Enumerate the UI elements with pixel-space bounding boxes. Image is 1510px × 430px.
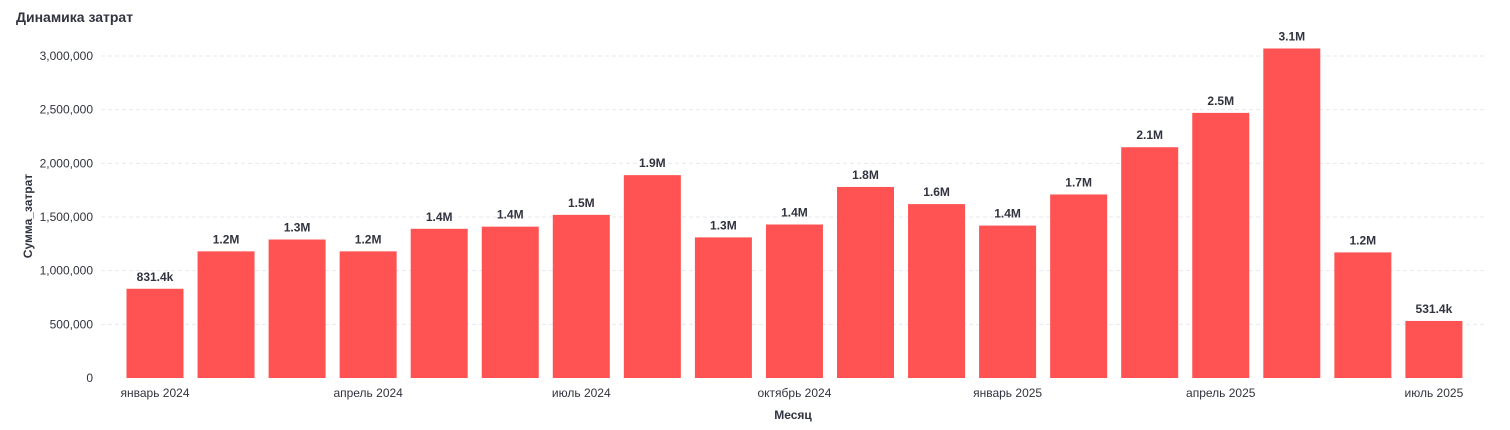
bars — [126, 48, 1463, 379]
bar[interactable] — [979, 225, 1037, 378]
y-tick-label: 2,000,000 — [40, 156, 94, 170]
data-label: 1.4M — [497, 208, 524, 222]
bar[interactable] — [1050, 194, 1108, 378]
data-label: 1.2M — [355, 232, 382, 246]
bar[interactable] — [837, 186, 894, 378]
data-label: 1.4M — [781, 206, 808, 220]
y-axis-title: Сумма_затрат — [21, 174, 35, 258]
y-tick-label: 0 — [86, 371, 93, 385]
x-tick-label: июль 2025 — [1405, 386, 1464, 400]
bar[interactable] — [410, 228, 468, 378]
bar[interactable] — [1405, 320, 1463, 378]
x-tick-label: октябрь 2024 — [758, 386, 832, 400]
y-tick-label: 2,500,000 — [40, 103, 94, 117]
bar[interactable] — [197, 251, 255, 378]
data-label: 1.3M — [710, 218, 737, 232]
bar[interactable] — [126, 288, 184, 378]
data-label: 531.4k — [1416, 302, 1453, 316]
data-label: 2.1M — [1136, 128, 1163, 142]
bar[interactable] — [623, 175, 681, 378]
x-axis-title: Месяц — [774, 408, 812, 422]
data-label: 1.3M — [284, 221, 311, 235]
bar[interactable] — [1192, 112, 1250, 379]
x-axis-ticks: январь 2024 апрель 2024 июль 2024 октябрь 2… — [121, 386, 1464, 400]
bar[interactable] — [1263, 48, 1321, 379]
bar[interactable] — [268, 239, 326, 378]
x-tick-label: январь 2025 — [973, 386, 1042, 400]
bar[interactable] — [765, 224, 823, 378]
data-label: 1.2M — [1350, 233, 1377, 247]
data-label: 1.2M — [213, 232, 240, 246]
x-tick-label: апрель 2024 — [333, 386, 403, 400]
x-tick-label: январь 2024 — [121, 386, 190, 400]
x-tick-label: апрель 2025 — [1186, 386, 1256, 400]
data-label: 1.6M — [923, 185, 950, 199]
bar[interactable] — [339, 251, 397, 378]
bar[interactable] — [552, 214, 610, 378]
data-labels: 831.4k 1.2M 1.3M 1.2M 1.4M 1.4M 1.5M 1.9M 1.3M 1.… — [137, 29, 1453, 315]
data-label: 1.9M — [639, 156, 666, 170]
chart-title: Динамика затрат — [16, 9, 134, 25]
bar[interactable] — [908, 204, 966, 378]
data-label: 831.4k — [137, 270, 174, 284]
y-tick-label: 3,000,000 — [40, 49, 94, 63]
y-axis-ticks: 0 500,000 1,000,000 1,500,000 2,000,000 2,500… — [40, 49, 94, 385]
y-tick-label: 1,000,000 — [40, 264, 94, 278]
bar[interactable] — [694, 237, 752, 378]
data-label: 1.7M — [1065, 175, 1092, 189]
bar[interactable] — [481, 226, 539, 378]
y-tick-label: 1,500,000 — [40, 210, 94, 224]
bar[interactable] — [1334, 252, 1392, 378]
data-label: 1.4M — [994, 207, 1021, 221]
data-label: 1.5M — [568, 196, 595, 210]
data-label: 1.8M — [852, 168, 879, 182]
y-tick-label: 500,000 — [50, 317, 94, 331]
data-label: 1.4M — [426, 210, 453, 224]
x-tick-label: июль 2024 — [552, 386, 611, 400]
bar[interactable] — [1121, 147, 1179, 378]
data-label: 3.1M — [1278, 29, 1305, 43]
data-label: 2.5M — [1207, 94, 1234, 108]
